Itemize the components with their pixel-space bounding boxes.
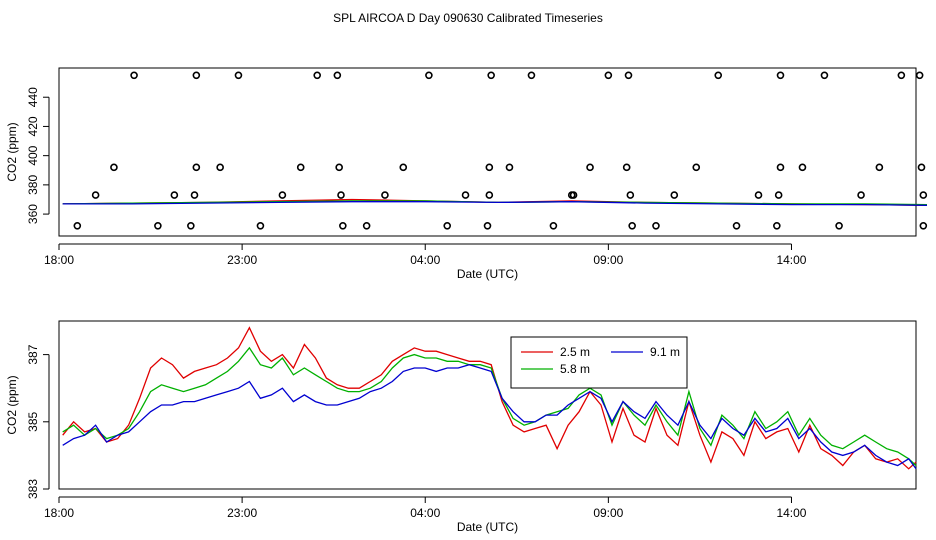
scatter-point	[820, 71, 829, 80]
x-tick-label: 04:00	[410, 253, 440, 267]
scatter-point	[110, 163, 118, 172]
scatter-point	[875, 163, 884, 172]
scatter-point	[919, 221, 928, 230]
scatter-point	[73, 221, 82, 230]
plot-frame	[58, 320, 917, 490]
scatter-point	[915, 71, 924, 80]
scatter-point	[192, 71, 201, 80]
scatter-point	[569, 191, 578, 199]
x-tick-label: 09:00	[593, 506, 623, 520]
scatter-point	[91, 191, 100, 199]
scatter-point	[754, 191, 763, 199]
scatter-point	[487, 71, 495, 80]
series-line-5-8-m	[62, 346, 917, 466]
scatter-point	[732, 221, 741, 230]
scatter-point	[652, 221, 660, 230]
scatter-point	[586, 163, 594, 172]
scatter-point	[919, 191, 928, 199]
scatter-point	[798, 163, 807, 172]
top-panel: 18:00 23:00 04:00 09:00 14:00 Date (UTC) 360 38…	[5, 67, 928, 281]
scatter-point	[485, 163, 494, 172]
scatter-point	[443, 221, 452, 230]
bottom-panel: 18:00 23:00 04:00 09:00 14:00 Date (UTC) 383 38…	[5, 320, 917, 534]
scatter-point	[776, 71, 785, 80]
scatter-point	[692, 163, 701, 172]
scatter-point	[622, 163, 631, 172]
scatter-point	[339, 221, 347, 230]
scatter-point	[714, 71, 723, 80]
scatter-point	[216, 163, 224, 172]
x-tick-label: 18:00	[44, 253, 74, 267]
series-line-9-1-m	[62, 364, 917, 470]
legend-label: 2.5 m	[560, 345, 590, 359]
scatter-point	[278, 191, 287, 199]
scatter-point	[628, 221, 636, 230]
scatter-point	[234, 71, 243, 80]
scatter-point	[670, 191, 679, 199]
scatter-point	[624, 71, 633, 80]
x-tick-label: 04:00	[410, 506, 440, 520]
y-tick-label: 383	[26, 479, 40, 499]
plot-frame	[58, 67, 917, 237]
scatter-point	[335, 163, 343, 172]
scatter-point	[130, 71, 138, 80]
y-tick-label: 387	[26, 344, 40, 364]
scatter-point	[835, 221, 843, 230]
series-line-9-1-m	[62, 201, 928, 206]
x-tick-label: 14:00	[776, 506, 806, 520]
scatter-point	[187, 221, 195, 230]
scatter-point	[604, 71, 613, 80]
scatter-point	[483, 221, 492, 230]
figure-title: SPL AIRCOA D Day 090630 Calibrated Times…	[333, 11, 603, 25]
scatter-point	[857, 191, 865, 199]
scatter-point	[337, 191, 345, 199]
scatter-point	[549, 221, 558, 230]
y-tick-label: 380	[26, 175, 40, 195]
scatter-point	[527, 71, 536, 80]
y-tick-label: 360	[26, 204, 40, 224]
scatter-point	[256, 221, 265, 230]
y-tick-label: 400	[26, 145, 40, 165]
scatter-point	[776, 163, 785, 172]
scatter-point	[362, 221, 371, 230]
scatter-point	[485, 191, 494, 199]
scatter-point	[170, 191, 179, 199]
y-tick-label: 420	[26, 116, 40, 136]
series-line-2-5-m	[62, 326, 917, 470]
scatter-point	[425, 71, 433, 80]
legend-box	[510, 336, 688, 389]
x-tick-label: 23:00	[227, 253, 257, 267]
y-tick-label: 385	[26, 411, 40, 431]
legend-label: 9.1 m	[650, 345, 680, 359]
x-tick-label: 09:00	[593, 253, 623, 267]
legend-label: 5.8 m	[560, 362, 590, 376]
scatter-point	[333, 71, 342, 80]
x-tick-label: 23:00	[227, 506, 257, 520]
scatter-point	[917, 163, 926, 172]
y-axis-label: CO2 (ppm)	[5, 375, 19, 434]
scatter-point	[192, 163, 201, 172]
scatter-point	[773, 221, 781, 230]
y-axis-label: CO2 (ppm)	[5, 122, 19, 181]
scatter-point	[897, 71, 906, 80]
x-axis-label: Date (UTC)	[457, 520, 518, 534]
scatter-point	[381, 191, 389, 199]
x-tick-label: 18:00	[44, 506, 74, 520]
scatter-point	[774, 191, 783, 199]
y-tick-label: 440	[26, 87, 40, 107]
scatter-point	[190, 191, 199, 199]
scatter-point	[296, 163, 305, 172]
scatter-point	[399, 163, 408, 172]
scatter-point	[154, 221, 162, 230]
x-axis-label: Date (UTC)	[457, 267, 518, 281]
scatter-point	[461, 191, 470, 199]
scatter-point	[505, 163, 514, 172]
scatter-point	[626, 191, 635, 199]
scatter-point	[313, 71, 321, 80]
x-tick-label: 14:00	[776, 253, 806, 267]
